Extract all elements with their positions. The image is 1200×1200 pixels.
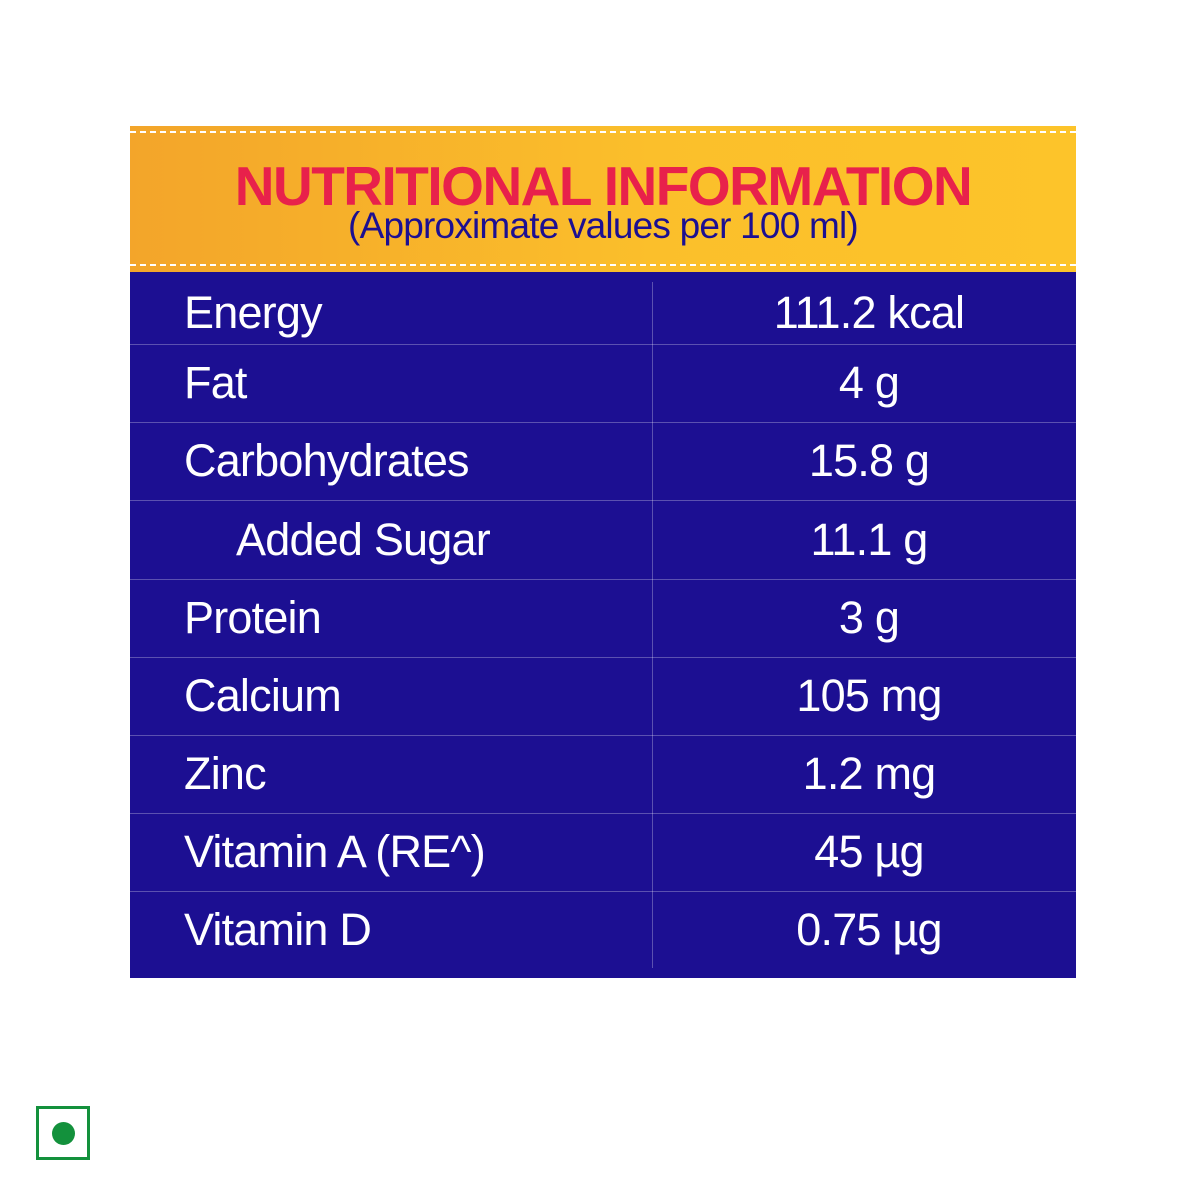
row-divider	[130, 891, 1076, 892]
nutrient-value: 3 g	[838, 592, 900, 643]
nutrient-label: Energy	[184, 287, 323, 338]
nutrient-label: Protein	[184, 592, 322, 643]
nutrient-value: 111.2 kcal	[773, 287, 965, 338]
nutrient-row: Vitamin D 0.75 µg	[130, 891, 1076, 968]
nutrient-value: 11.1 g	[810, 513, 929, 565]
column-divider	[652, 282, 653, 968]
nutrient-label: Added Sugar	[236, 513, 491, 565]
header-dashed-line-top	[130, 131, 1076, 133]
nutrient-value: 0.75 µg	[796, 903, 942, 955]
nutrient-row: Fat 4 g	[130, 344, 1076, 422]
nutrition-header: NUTRITIONAL INFORMATION (Approximate val…	[130, 126, 1076, 272]
nutrient-label: Calcium	[184, 670, 342, 721]
nutrient-row: Zinc 1.2 mg	[130, 735, 1076, 813]
nutrient-value: 1.2 mg	[802, 748, 937, 799]
nutrient-value: 105 mg	[796, 670, 942, 721]
nutrient-label: Vitamin A (RE^)	[184, 826, 486, 877]
nutrient-label: Zinc	[184, 748, 267, 799]
nutrient-label: Vitamin D	[184, 903, 372, 955]
nutrient-row: Vitamin A (RE^) 45 µg	[130, 813, 1076, 891]
row-divider	[130, 735, 1076, 736]
nutrient-value: 15.8 g	[808, 435, 930, 486]
nutrition-panel: NUTRITIONAL INFORMATION (Approximate val…	[130, 126, 1076, 978]
row-divider	[130, 500, 1076, 501]
nutrient-row: Protein 3 g	[130, 579, 1076, 657]
nutrient-label: Fat	[184, 357, 247, 408]
nutrient-value: 4 g	[838, 357, 900, 408]
nutrient-label: Carbohydrates	[184, 435, 470, 486]
header-dashed-line-bottom	[130, 264, 1076, 266]
row-divider	[130, 657, 1076, 658]
nutrition-title: NUTRITIONAL INFORMATION	[234, 155, 973, 217]
vegetarian-mark-icon	[36, 1106, 90, 1160]
nutrient-row: Added Sugar 11.1 g	[130, 500, 1076, 579]
nutrient-table: Energy 111.2 kcal Fat 4 g Carbohydrates 15.8 …	[130, 282, 1076, 968]
row-divider	[130, 422, 1076, 423]
nutrient-row: Carbohydrates 15.8 g	[130, 422, 1076, 500]
row-divider	[130, 579, 1076, 580]
vegetarian-mark-dot	[52, 1122, 75, 1145]
nutrient-row: Energy 111.2 kcal	[130, 282, 1076, 344]
row-divider	[130, 813, 1076, 814]
nutrient-value: 45 µg	[814, 826, 924, 877]
nutrition-subtitle: (Approximate values per 100 ml)	[348, 205, 859, 246]
nutrient-row: Calcium 105 mg	[130, 657, 1076, 735]
row-divider	[130, 344, 1076, 345]
